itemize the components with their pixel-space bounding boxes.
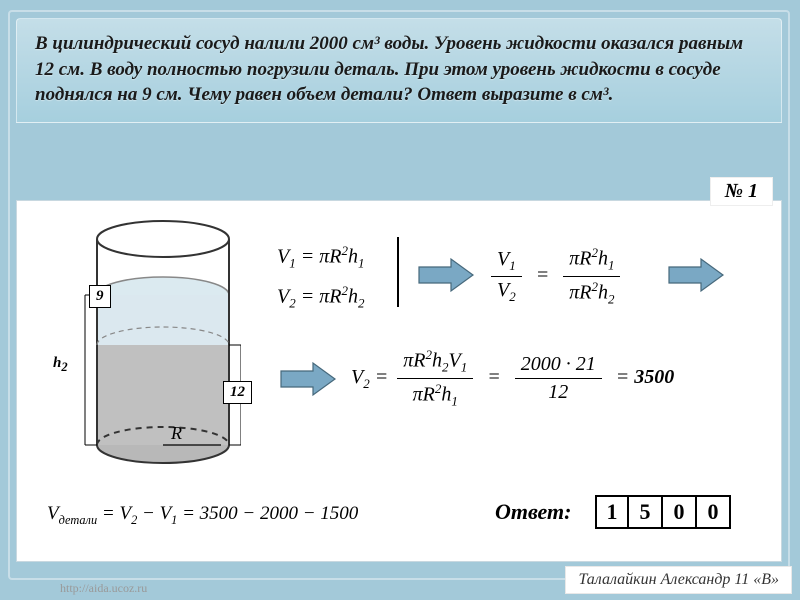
answer-cell: 0 — [697, 495, 731, 529]
arrow-icon — [417, 257, 475, 293]
formula-detail: Vдетали = V2 − V1 = 3500 − 2000 − 1500 — [47, 503, 358, 528]
detail-tail: = 3500 − 2000 − 1500 — [182, 503, 358, 524]
footer-author: Талалайкин Александр 11 «В» — [565, 566, 792, 594]
formula-ratio: V1 V2 = πR2h1 πR2h2 — [487, 245, 624, 307]
calc-den: 12 — [515, 379, 602, 404]
dim-9: 9 — [89, 285, 111, 308]
problem-number: № 1 — [710, 177, 773, 206]
footer-site: http://aida.ucoz.ru — [60, 581, 147, 596]
radius-text: R — [170, 423, 182, 443]
answer-cell: 1 — [595, 495, 629, 529]
divider-bar — [397, 237, 399, 307]
problem-text: В цилиндрический сосуд налили 2000 см³ в… — [35, 33, 743, 105]
answer-cells: 1 5 0 0 — [595, 495, 731, 529]
calc-res: 3500 — [634, 366, 674, 388]
arrow-icon — [279, 361, 337, 397]
answer-cell: 0 — [663, 495, 697, 529]
cylinder-diagram: R 9 h2 12 — [71, 215, 241, 485]
content-panel: № 1 R — [16, 200, 782, 562]
detail-sub: детали — [59, 513, 98, 527]
formula-v1: V1 = πR2h1 — [277, 243, 364, 272]
answer-label: Ответ: — [495, 499, 571, 525]
calc-num: 2000 · 21 — [515, 353, 602, 379]
cylinder-svg: R — [71, 215, 241, 485]
answer-cell: 5 — [629, 495, 663, 529]
problem-header: В цилиндрический сосуд налили 2000 см³ в… — [16, 18, 782, 123]
dim-12: 12 — [223, 381, 252, 404]
formula-v2-solve: V2 = πR2h2V1 πR2h1 = 2000 · 21 12 = 3500 — [351, 347, 674, 409]
arrow-icon — [667, 257, 725, 293]
h2-label: h2 — [53, 355, 68, 375]
formula-v2a: V2 = πR2h2 — [277, 283, 364, 312]
